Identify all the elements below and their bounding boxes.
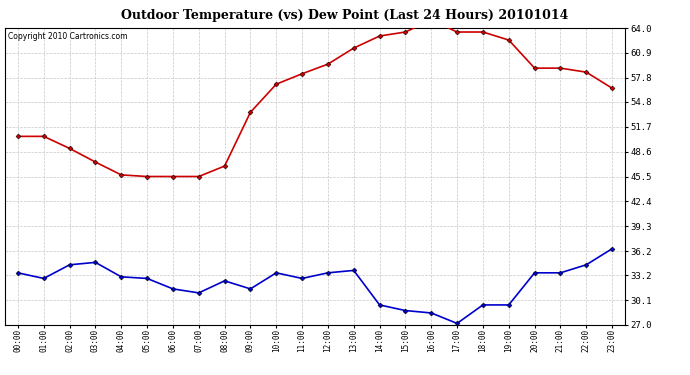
- Text: Outdoor Temperature (vs) Dew Point (Last 24 Hours) 20101014: Outdoor Temperature (vs) Dew Point (Last…: [121, 9, 569, 22]
- Text: Copyright 2010 Cartronics.com: Copyright 2010 Cartronics.com: [8, 33, 128, 42]
